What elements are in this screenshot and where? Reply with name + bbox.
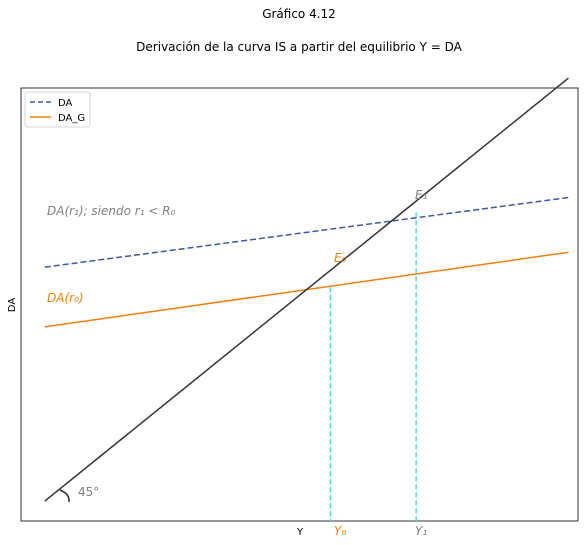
series-line-45deg — [44, 77, 569, 502]
equilibrium-label-e0: E₀ — [334, 251, 347, 265]
legend-box — [24, 91, 91, 128]
angle-arc — [59, 489, 70, 503]
equilibrium-label-e1: E₁ — [415, 188, 428, 202]
chart-subtitle: Derivación de la curva IS a partir del e… — [136, 40, 462, 54]
annotation-da-r0: DA(r₀) — [47, 291, 84, 305]
plot-area — [20, 87, 579, 522]
x-tick-y1: Y₁ — [415, 524, 427, 538]
series-lines — [44, 77, 569, 502]
series-line-da — [44, 196, 569, 268]
chart-title: Gráfico 4.12 — [262, 7, 336, 21]
y-axis-label: DA — [7, 298, 18, 313]
legend: DA DA_G — [24, 91, 91, 128]
legend-label-da-g: DA_G — [58, 113, 85, 124]
equilibrium-guides — [329, 212, 417, 521]
x-tick-y0: Y₀ — [334, 524, 346, 538]
legend-label-da: DA — [58, 98, 73, 109]
x-axis-label: Y — [296, 527, 304, 538]
annotation-da-r1: DA(r₁); siendo r₁ < R₀ — [47, 204, 176, 218]
annotation-45-degrees: 45° — [78, 485, 99, 499]
